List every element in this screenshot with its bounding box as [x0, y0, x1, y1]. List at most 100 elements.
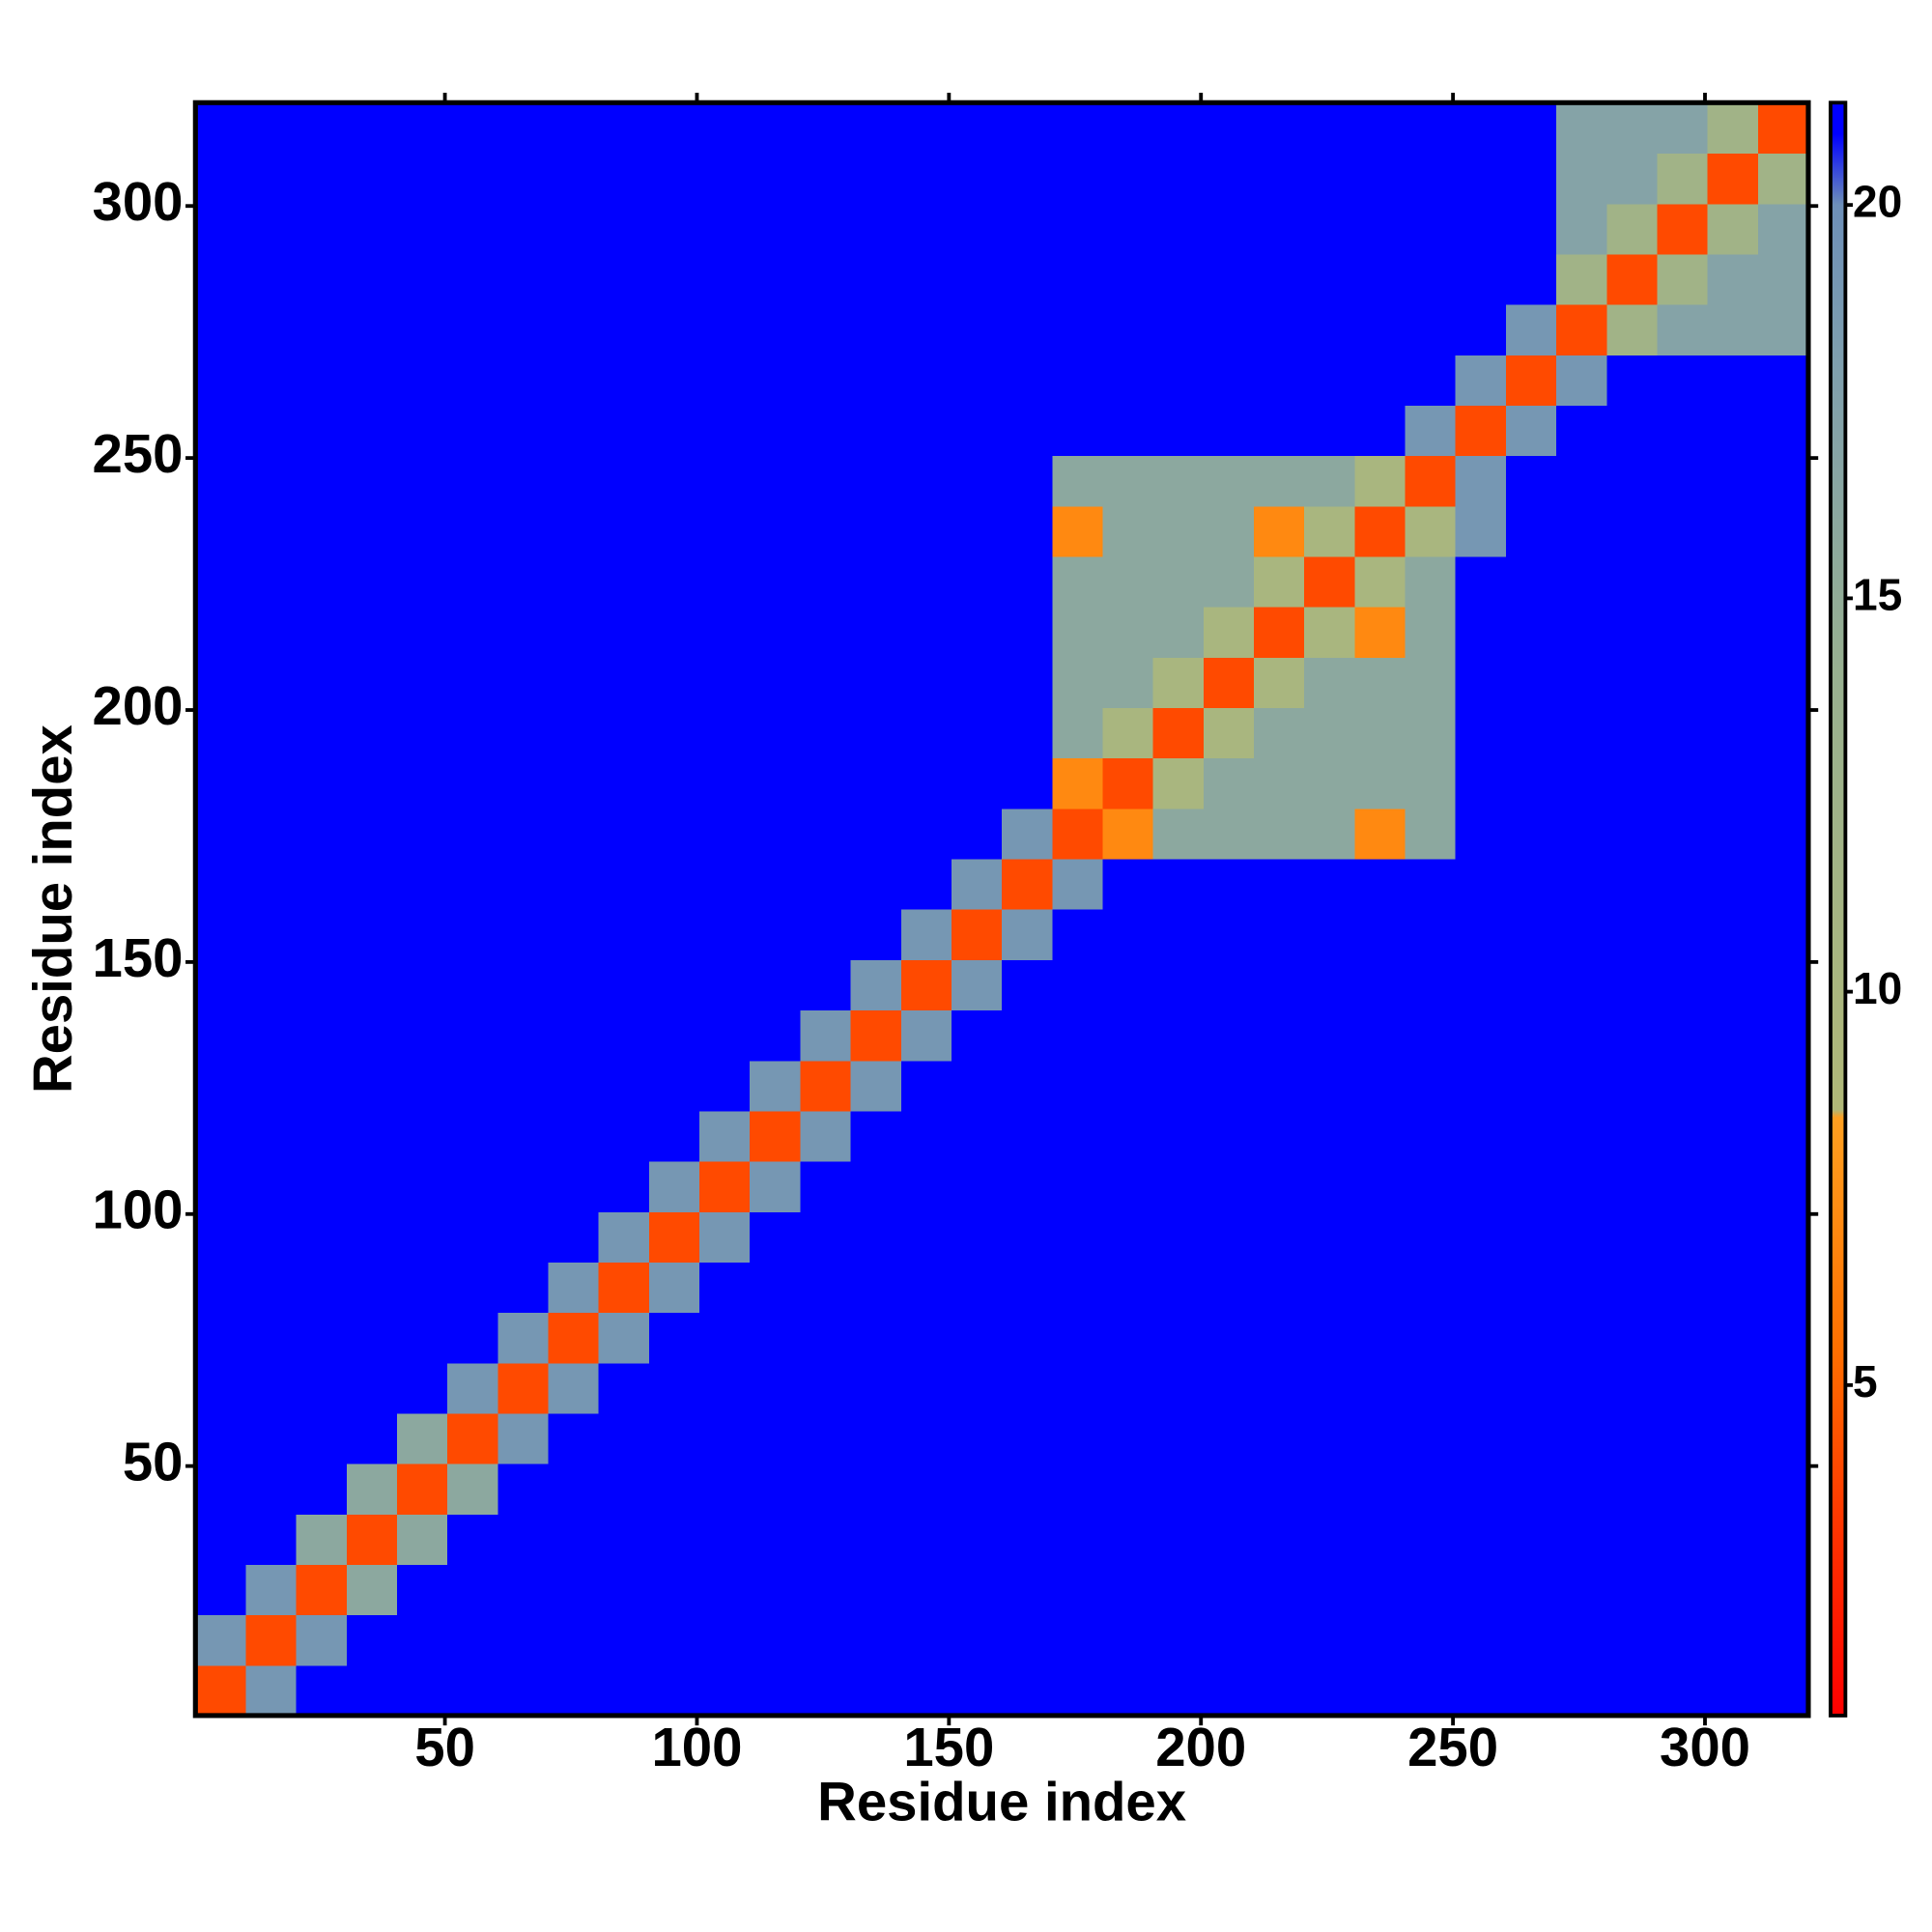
- heatmap-cell: [750, 1160, 802, 1212]
- heatmap-cell: [195, 1412, 247, 1464]
- heatmap-cell: [800, 909, 852, 960]
- heatmap-cell: [1102, 1009, 1154, 1062]
- heatmap-cell: [1304, 607, 1356, 658]
- heatmap-cell: [598, 1060, 650, 1112]
- heatmap-cell: [648, 1009, 700, 1062]
- heatmap-cell: [1052, 1009, 1104, 1062]
- heatmap-cell: [951, 1614, 1003, 1666]
- heatmap-cell: [900, 858, 952, 910]
- heatmap-cell: [245, 303, 298, 355]
- heatmap-cell: [1757, 203, 1809, 255]
- heatmap-cell: [1002, 1614, 1053, 1666]
- heatmap-cell: [1203, 1412, 1255, 1464]
- heatmap-cell: [1405, 607, 1457, 658]
- heatmap-cell: [648, 707, 700, 759]
- heatmap-cell: [296, 1564, 348, 1616]
- heatmap-cell: [1657, 1009, 1709, 1062]
- heatmap-cell: [1002, 455, 1053, 507]
- heatmap-cell: [245, 1614, 298, 1666]
- heatmap-cell: [648, 959, 700, 1011]
- heatmap-cell: [1002, 1211, 1053, 1263]
- heatmap-cell: [397, 909, 448, 960]
- heatmap-cell: [195, 455, 247, 507]
- heatmap-cell: [648, 757, 700, 810]
- heatmap-cell: [1254, 455, 1305, 507]
- heatmap-cell: [750, 203, 802, 255]
- heatmap-cell: [548, 1312, 600, 1364]
- heatmap-cell: [1052, 808, 1104, 860]
- heatmap-cell: [548, 303, 600, 355]
- heatmap-cell: [245, 1564, 298, 1616]
- heatmap-cell: [1254, 607, 1305, 658]
- heatmap-cell: [1556, 607, 1607, 658]
- heatmap-cell: [850, 1160, 902, 1212]
- heatmap-cell: [397, 1262, 448, 1314]
- heatmap-cell: [195, 1009, 247, 1062]
- heatmap-cell: [1455, 909, 1507, 960]
- heatmap-cell: [850, 1614, 902, 1666]
- heatmap-cell: [850, 455, 902, 507]
- heatmap-cell: [1254, 1463, 1305, 1515]
- heatmap-cell: [1254, 1160, 1305, 1212]
- heatmap-cell: [1455, 203, 1507, 255]
- heatmap-cell: [1002, 355, 1053, 406]
- heatmap-cell: [1657, 405, 1709, 457]
- heatmap-cell: [800, 1463, 852, 1515]
- heatmap-cell: [397, 858, 448, 910]
- heatmap-cell: [1606, 455, 1659, 507]
- heatmap-cell: [750, 505, 802, 557]
- heatmap-cell: [1657, 1211, 1709, 1263]
- heatmap-cell: [1052, 1312, 1104, 1364]
- heatmap-cell: [1505, 1564, 1557, 1616]
- heatmap-cell: [447, 959, 499, 1011]
- heatmap-cell: [397, 455, 448, 507]
- heatmap-cell: [195, 253, 247, 305]
- heatmap-cell: [397, 1564, 448, 1616]
- heatmap-cell: [548, 909, 600, 960]
- heatmap-cell: [800, 1564, 852, 1616]
- heatmap-cell: [447, 1110, 499, 1162]
- heatmap-cell: [1203, 757, 1255, 810]
- heatmap-cell: [1556, 1463, 1607, 1515]
- heatmap-cell: [1657, 1262, 1709, 1314]
- heatmap-cell: [1556, 153, 1607, 205]
- heatmap-cell: [648, 808, 700, 860]
- heatmap-cell: [1505, 303, 1557, 355]
- heatmap-cell: [699, 153, 751, 205]
- heatmap-cell: [1152, 1514, 1205, 1566]
- heatmap-cell: [1707, 1160, 1759, 1212]
- heatmap-cell: [245, 203, 298, 255]
- heatmap-cell: [1152, 102, 1205, 155]
- heatmap-cell: [1657, 203, 1709, 255]
- heatmap-cell: [195, 1514, 247, 1566]
- heatmap-cell: [699, 1463, 751, 1515]
- heatmap-cell: [800, 505, 852, 557]
- heatmap-cell: [1052, 153, 1104, 205]
- heatmap-cell: [1405, 1614, 1457, 1666]
- heatmap-cell: [346, 1312, 398, 1364]
- heatmap-cell: [850, 203, 902, 255]
- heatmap-cell: [1304, 1160, 1356, 1212]
- heatmap-cell: [548, 607, 600, 658]
- heatmap-cell: [497, 505, 550, 557]
- heatmap-cell: [648, 1514, 700, 1566]
- heatmap-cell: [598, 355, 650, 406]
- heatmap-cell: [850, 1564, 902, 1616]
- heatmap-cell: [296, 1262, 348, 1314]
- heatmap-cell: [1556, 203, 1607, 255]
- heatmap-cell: [1354, 1211, 1406, 1263]
- heatmap-cell: [548, 1160, 600, 1212]
- heatmap-cell: [195, 555, 247, 608]
- heatmap-cell: [1102, 203, 1154, 255]
- heatmap-cell: [1002, 1110, 1053, 1162]
- heatmap-cell: [1505, 1412, 1557, 1464]
- heatmap-cell: [850, 1211, 902, 1263]
- heatmap-cell: [245, 1009, 298, 1062]
- heatmap-cell: [1505, 153, 1557, 205]
- heatmap-cell: [1152, 1362, 1205, 1414]
- heatmap-cell: [296, 757, 348, 810]
- heatmap-cell: [1304, 405, 1356, 457]
- heatmap-cell: [1254, 303, 1305, 355]
- heatmap-cell: [346, 909, 398, 960]
